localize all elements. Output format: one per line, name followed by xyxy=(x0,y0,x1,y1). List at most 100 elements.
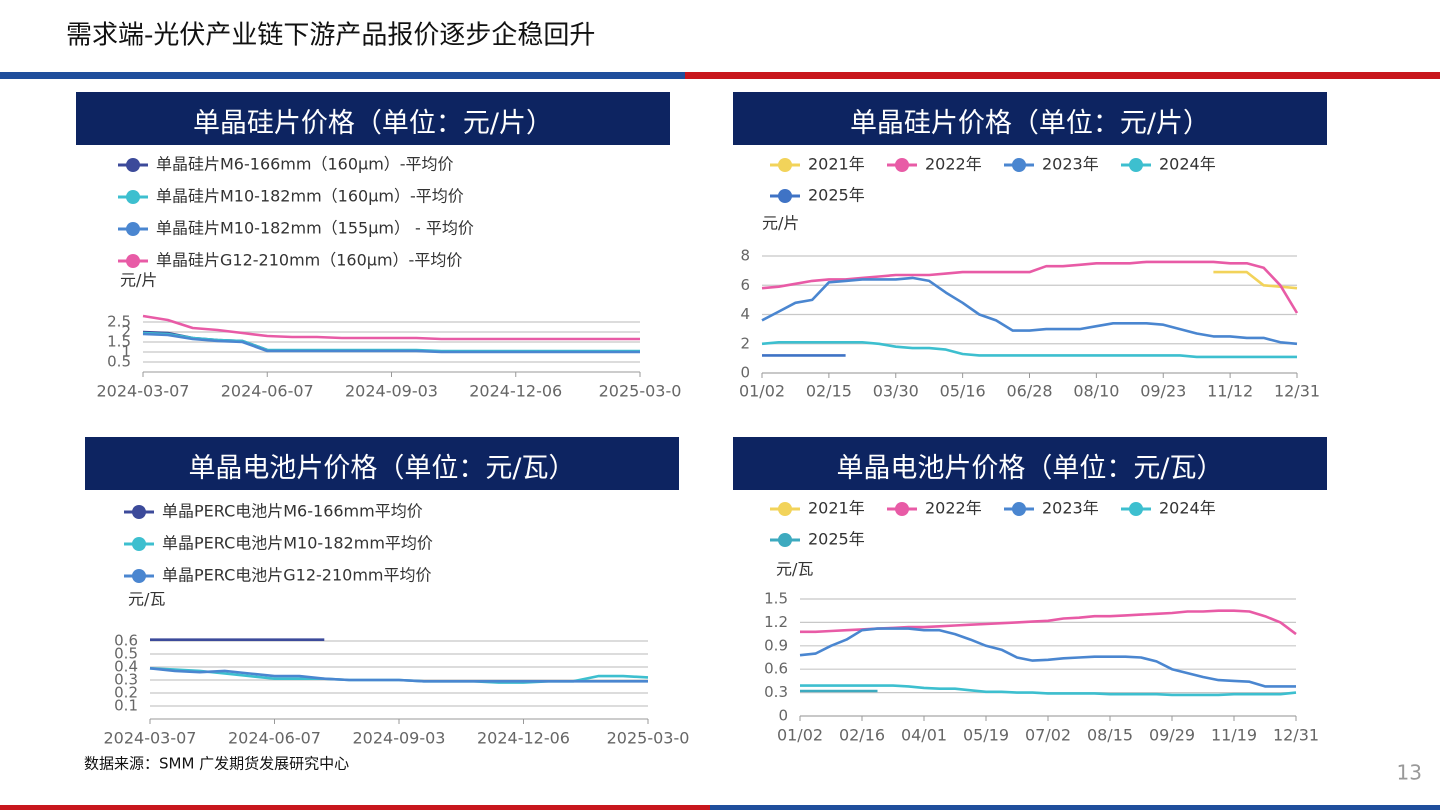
y-tick-label: 0.4 xyxy=(114,658,138,676)
y-unit-label: 元/瓦 xyxy=(776,560,813,579)
y-tick-label: 0.2 xyxy=(114,684,138,702)
series-line xyxy=(761,260,1299,314)
x-tick-label: 04/01 xyxy=(901,726,947,745)
x-tick-label: 2024-12-06 xyxy=(477,729,570,748)
x-tick-label: 2024-03-07 xyxy=(97,382,190,401)
legend-marker xyxy=(778,533,792,547)
legend-marker xyxy=(1129,158,1143,172)
legend-marker xyxy=(126,158,140,172)
series-line xyxy=(149,667,648,683)
y-tick-label: 0.6 xyxy=(114,632,138,650)
x-tick-label: 12/31 xyxy=(1274,382,1320,401)
legend-label: 2021年 xyxy=(808,155,865,174)
y-tick-label: 1.5 xyxy=(107,333,131,351)
x-tick-label: 2024-09-03 xyxy=(345,382,438,401)
series-line xyxy=(1213,270,1298,290)
header-bar-blue xyxy=(0,72,685,79)
legend-marker xyxy=(132,537,146,551)
y-tick-label: 0.5 xyxy=(114,645,138,663)
legend-marker xyxy=(126,190,140,204)
y-tick-label: 6 xyxy=(740,276,750,294)
legend-label: 单晶硅片M10-182mm（155μm） - 平均价 xyxy=(156,219,474,238)
legend-label: 2021年 xyxy=(808,499,865,518)
series-line xyxy=(142,314,640,341)
x-tick-label: 06/28 xyxy=(1006,382,1052,401)
chart-header xyxy=(85,437,679,490)
y-tick-label: 0 xyxy=(778,707,788,725)
y-tick-label: 1.5 xyxy=(764,590,788,608)
legend-label: 2023年 xyxy=(1042,499,1099,518)
x-tick-label: 01/02 xyxy=(777,726,823,745)
series-line xyxy=(142,332,640,354)
chart-title: 单晶电池片价格（单位：元/瓦） xyxy=(836,453,1223,484)
x-tick-label: 2025-03-0 xyxy=(607,729,690,748)
x-tick-label: 2024-06-07 xyxy=(228,729,321,748)
legend-label: 2025年 xyxy=(808,530,865,549)
legend-marker xyxy=(778,189,792,203)
x-tick-label: 03/30 xyxy=(873,382,919,401)
chart-title: 单晶硅片价格（单位：元/片） xyxy=(193,108,553,139)
y-tick-label: 8 xyxy=(740,247,750,265)
legend-marker xyxy=(895,158,909,172)
chart-title: 单晶电池片价格（单位：元/瓦） xyxy=(188,453,575,484)
y-tick-label: 0.3 xyxy=(114,671,138,689)
y-tick-label: 4 xyxy=(740,305,750,323)
legend-marker xyxy=(778,158,792,172)
legend-label: 2022年 xyxy=(925,155,982,174)
chart-header xyxy=(733,437,1327,490)
series-line xyxy=(761,341,1297,359)
x-tick-label: 05/19 xyxy=(963,726,1009,745)
legend-marker xyxy=(1129,502,1143,516)
legend-label: 2024年 xyxy=(1159,499,1216,518)
x-tick-label: 2024-09-03 xyxy=(353,729,446,748)
y-tick-label: 0.5 xyxy=(107,353,131,371)
y-unit-label: 元/片 xyxy=(762,214,799,233)
legend-marker xyxy=(126,222,140,236)
x-tick-label: 09/29 xyxy=(1149,726,1195,745)
legend-marker xyxy=(132,569,146,583)
x-tick-label: 08/10 xyxy=(1073,382,1119,401)
y-tick-label: 2.5 xyxy=(107,313,131,331)
footer-bar-red xyxy=(0,805,710,810)
x-tick-label: 05/16 xyxy=(940,382,986,401)
legend-marker xyxy=(126,254,140,268)
legend-marker xyxy=(778,502,792,516)
legend-marker xyxy=(1012,502,1026,516)
y-tick-label: 0 xyxy=(740,364,750,382)
y-tick-label: 0.9 xyxy=(764,636,788,654)
x-tick-label: 11/19 xyxy=(1211,726,1257,745)
x-tick-label: 12/31 xyxy=(1273,726,1319,745)
y-unit-label: 元/片 xyxy=(120,271,157,290)
x-tick-label: 2024-12-06 xyxy=(469,382,562,401)
series-line xyxy=(799,627,1296,688)
y-tick-label: 0.1 xyxy=(114,697,138,715)
legend-marker xyxy=(1012,158,1026,172)
legend-label: 单晶硅片M10-182mm（160μm）-平均价 xyxy=(156,187,464,206)
legend-label: 单晶PERC电池片M6-166mm平均价 xyxy=(162,502,423,521)
series-line xyxy=(761,276,1298,346)
x-tick-label: 2025-03-0 xyxy=(599,382,682,401)
legend-marker xyxy=(895,502,909,516)
page-number: 13 xyxy=(1397,761,1422,785)
legend-label: 2024年 xyxy=(1159,155,1216,174)
legend-marker xyxy=(132,505,146,519)
legend-label: 2023年 xyxy=(1042,155,1099,174)
x-tick-label: 07/02 xyxy=(1025,726,1071,745)
y-tick-label: 2 xyxy=(740,334,750,352)
x-tick-label: 02/16 xyxy=(839,726,885,745)
y-tick-label: 0.6 xyxy=(764,660,788,678)
legend-label: 单晶PERC电池片G12-210mm平均价 xyxy=(162,566,432,585)
y-tick-label: 2 xyxy=(121,323,131,341)
source-note: 数据来源：SMM 广发期货发展研究中心 xyxy=(84,755,349,773)
y-unit-label: 元/瓦 xyxy=(128,590,165,609)
x-tick-label: 11/12 xyxy=(1207,382,1253,401)
legend-label: 2022年 xyxy=(925,499,982,518)
x-tick-label: 2024-03-07 xyxy=(104,729,197,748)
y-tick-label: 1 xyxy=(121,343,131,361)
legend-label: 单晶硅片M6-166mm（160μm）-平均价 xyxy=(156,155,454,174)
x-tick-label: 08/15 xyxy=(1087,726,1133,745)
legend-label: 单晶PERC电池片M10-182mm平均价 xyxy=(162,534,433,553)
header-bar-red xyxy=(685,72,1440,79)
legend-label: 单晶硅片G12-210mm（160μm）-平均价 xyxy=(156,251,462,270)
